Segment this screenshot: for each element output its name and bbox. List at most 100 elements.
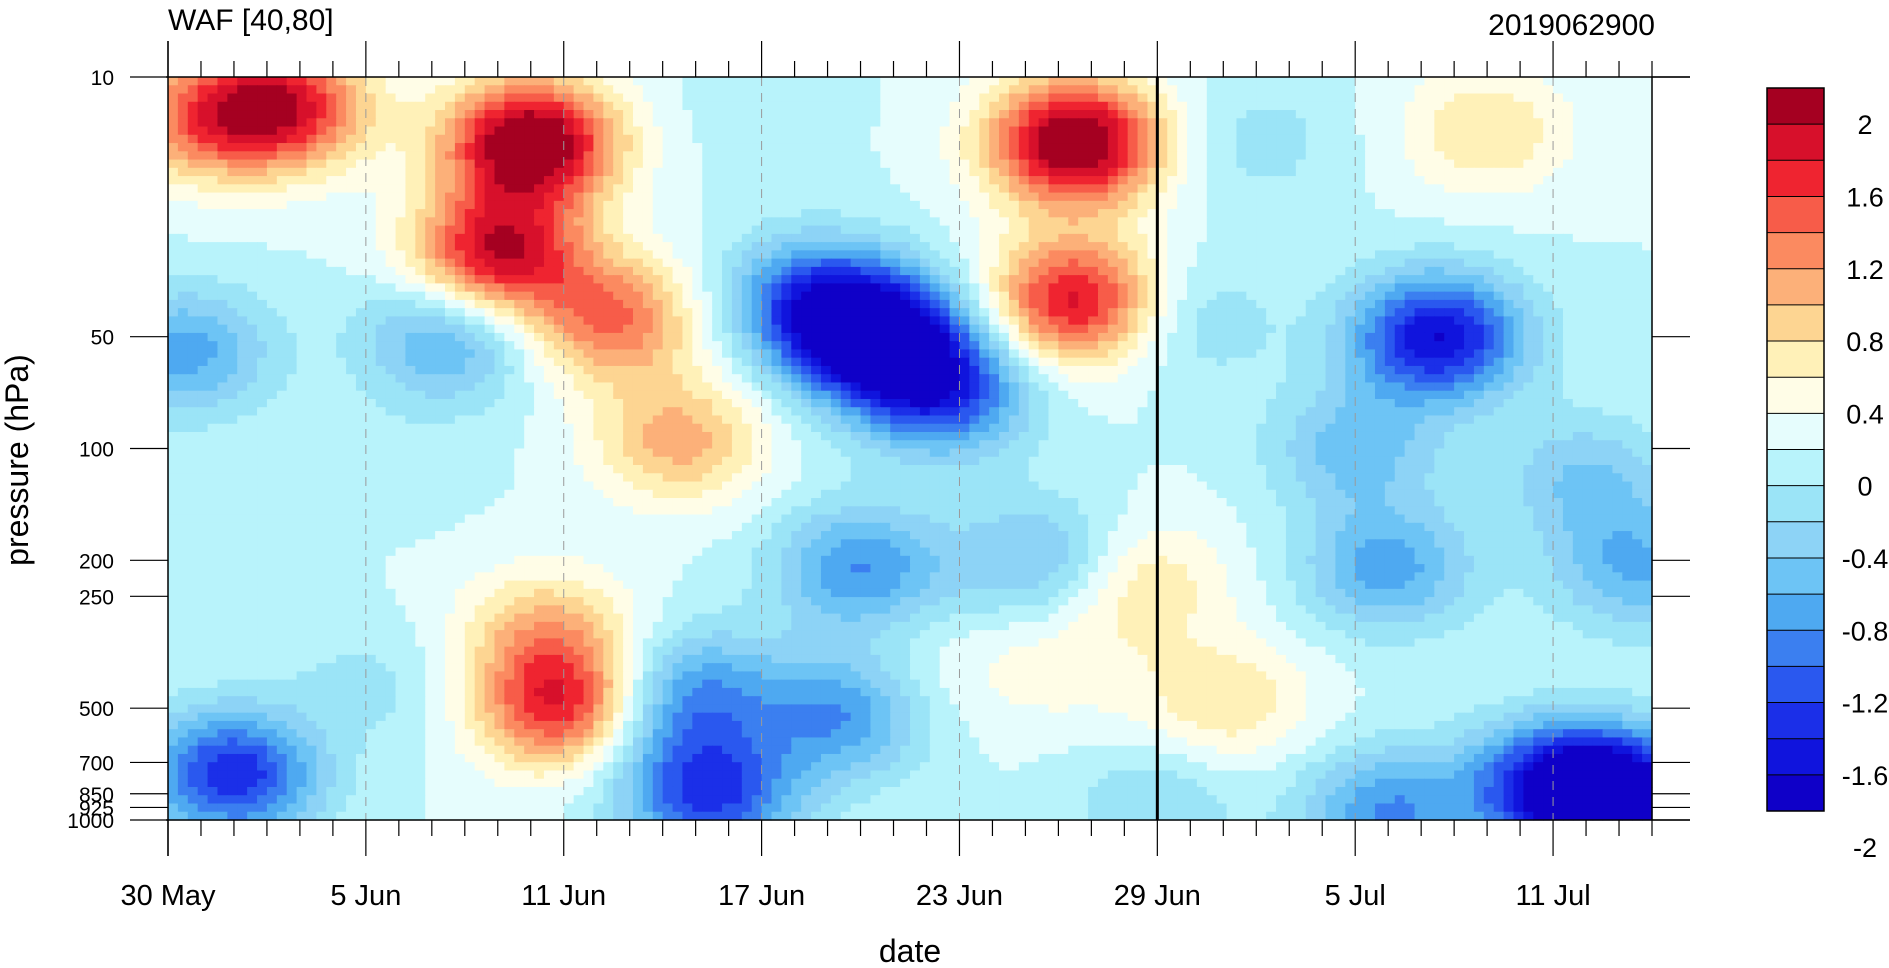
field-cell — [1602, 192, 1614, 202]
field-cell — [346, 159, 357, 169]
field-cell — [177, 151, 189, 161]
field-cell — [1355, 341, 1366, 351]
field-cell — [1483, 192, 1495, 202]
field-cell — [731, 266, 743, 276]
field-cell — [910, 275, 921, 284]
field-cell — [1216, 118, 1228, 128]
field-cell — [1266, 118, 1277, 128]
field-cell — [276, 242, 288, 251]
field-cell — [1454, 176, 1465, 185]
field-cell — [1622, 200, 1633, 210]
field-cell — [1256, 225, 1267, 235]
field-cell — [1384, 266, 1396, 276]
field-cell — [811, 250, 822, 260]
field-cell — [316, 134, 327, 144]
field-cell — [999, 167, 1010, 177]
field-cell — [761, 159, 773, 169]
field-cell — [1236, 159, 1247, 169]
field-cell — [247, 233, 258, 243]
field-cell — [672, 291, 684, 301]
field-cell — [316, 349, 327, 359]
field-cell — [257, 209, 268, 218]
field-cell — [801, 192, 812, 202]
field-cell — [445, 93, 456, 103]
field-cell — [910, 283, 921, 293]
field-cell — [1592, 291, 1604, 301]
field-cell — [1592, 143, 1604, 152]
field-cell — [425, 151, 436, 161]
field-cell — [415, 143, 426, 152]
field-cell — [1335, 176, 1346, 185]
field-cell — [1483, 250, 1495, 260]
field-cell — [296, 242, 308, 251]
field-cell — [1612, 258, 1623, 268]
field-cell — [1305, 299, 1317, 309]
field-cell — [1394, 184, 1406, 194]
field-cell — [197, 242, 209, 251]
field-cell — [632, 258, 644, 268]
field-cell — [454, 192, 466, 202]
field-cell — [1236, 275, 1247, 284]
field-cell — [692, 299, 703, 309]
field-cell — [1018, 151, 1030, 161]
field-cell — [969, 151, 980, 161]
field-cell — [632, 167, 644, 177]
field-cell — [1424, 101, 1435, 111]
field-cell — [1147, 217, 1158, 227]
field-cell — [979, 134, 990, 144]
field-cell — [1444, 233, 1455, 243]
field-cell — [781, 341, 792, 351]
field-cell — [563, 184, 575, 194]
field-cell — [385, 332, 397, 342]
field-cell — [731, 200, 743, 210]
field-cell — [989, 242, 1000, 251]
field-cell — [1335, 126, 1346, 136]
field-cell — [1246, 332, 1257, 342]
field-cell — [850, 151, 862, 161]
field-cell — [1236, 101, 1247, 111]
field-cell — [1414, 77, 1426, 86]
field-cell — [702, 176, 713, 185]
field-cell — [662, 316, 674, 326]
field-cell — [346, 258, 357, 268]
field-cell — [890, 233, 901, 243]
field-cell — [247, 250, 258, 260]
field-cell — [1177, 200, 1188, 210]
field-cell — [365, 233, 377, 243]
field-cell — [801, 308, 812, 318]
field-cell — [1434, 316, 1445, 326]
field-cell — [207, 341, 219, 351]
field-cell — [276, 118, 288, 128]
field-cell — [870, 283, 881, 293]
field-cell — [1127, 101, 1139, 111]
field-cell — [603, 250, 614, 260]
field-cell — [1266, 151, 1277, 161]
field-cell — [197, 209, 209, 218]
field-cell — [959, 151, 970, 161]
field-cell — [830, 101, 842, 111]
field-cell — [266, 134, 278, 144]
field-cell — [1097, 159, 1109, 169]
field-cell — [425, 258, 436, 268]
field-cell — [939, 118, 951, 128]
field-cell — [1236, 200, 1247, 210]
field-cell — [1533, 93, 1544, 103]
field-cell — [1473, 143, 1485, 152]
field-cell — [1543, 209, 1554, 218]
field-cell — [652, 341, 664, 351]
field-cell — [484, 192, 496, 202]
field-cell — [840, 85, 852, 95]
field-cell — [405, 250, 416, 260]
field-cell — [187, 266, 199, 276]
field-cell — [1444, 225, 1455, 235]
field-cell — [1216, 242, 1228, 251]
field-cell — [296, 209, 308, 218]
field-cell — [266, 299, 278, 309]
field-cell — [1543, 200, 1554, 210]
field-cell — [207, 332, 219, 342]
field-cell — [1117, 291, 1129, 301]
field-cell — [514, 275, 525, 284]
field-cell — [1553, 184, 1564, 194]
field-cell — [910, 242, 921, 251]
field-cell — [1127, 291, 1139, 301]
